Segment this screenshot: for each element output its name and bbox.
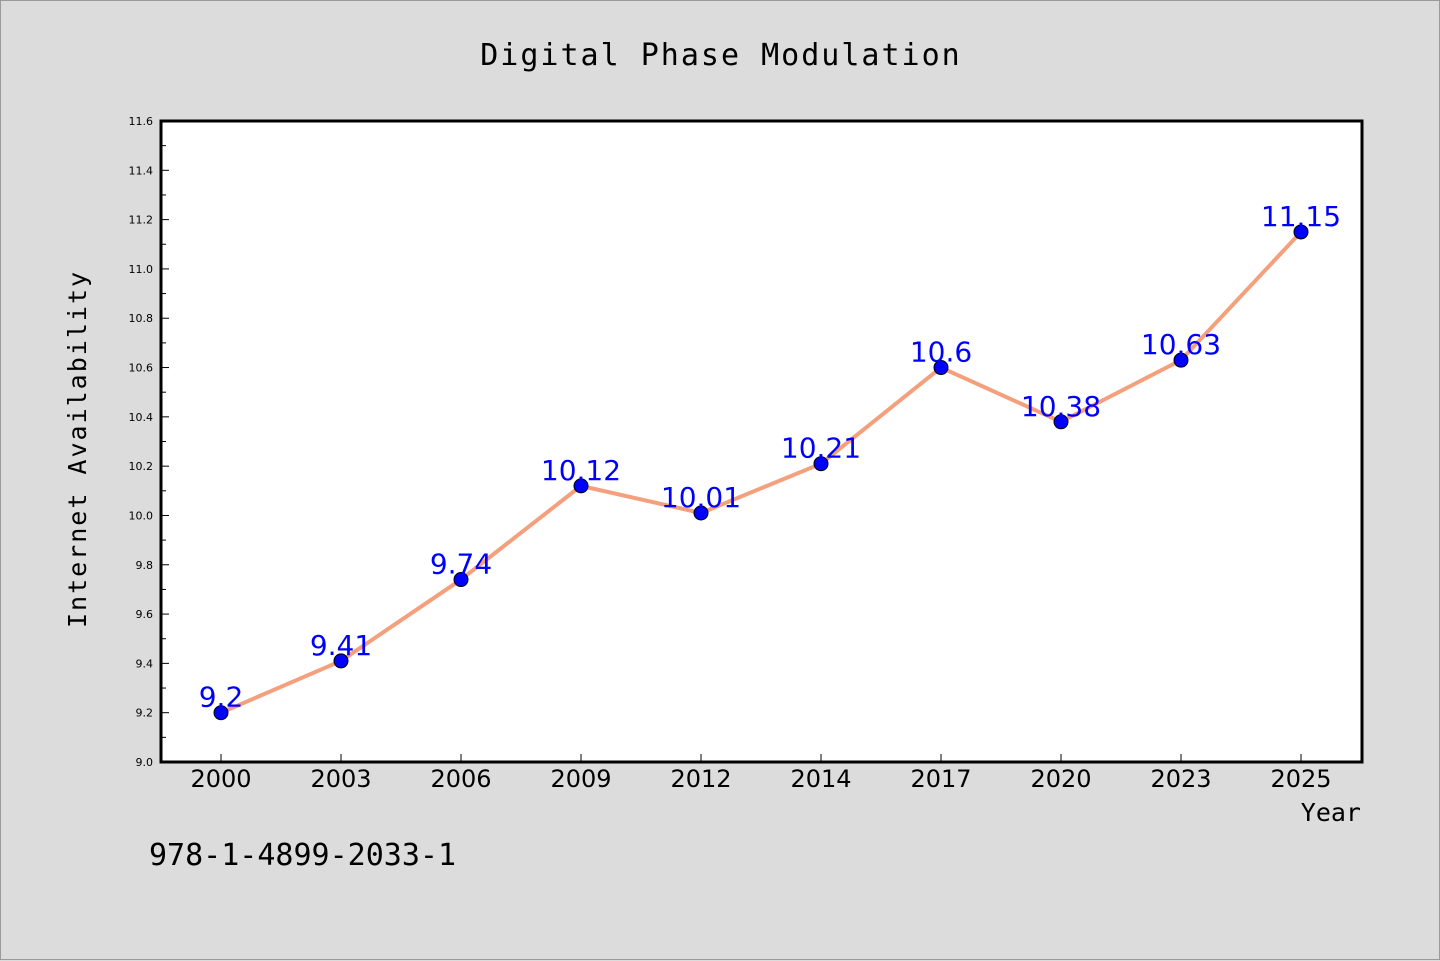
x-tick-label: 2023 bbox=[1150, 765, 1211, 793]
x-tick-label: 2003 bbox=[310, 765, 371, 793]
data-point bbox=[933, 360, 949, 376]
series-layer: 9.2 9.41 9.74 10.12 10.01 10.21 10.6 10.38 10.63… bbox=[199, 200, 1341, 721]
series-line bbox=[220, 230, 1303, 715]
y-tick-label: 11.4 bbox=[129, 164, 154, 177]
chart-annotation: 978-1-4899-2033-1 bbox=[149, 838, 456, 873]
data-label: 10.21 bbox=[781, 432, 861, 465]
y-tick-label: 11.2 bbox=[129, 214, 154, 227]
x-tick-label: 2000 bbox=[190, 765, 251, 793]
x-axis-label: Year bbox=[1301, 798, 1361, 827]
y-axis: 9.0 9.2 9.4 9.6 9.8 10.0 10.2 10.4 10.6 10.8 11.0 1… bbox=[129, 115, 169, 769]
data-point bbox=[1293, 224, 1309, 240]
plot-area bbox=[159, 119, 1364, 764]
y-tick-label: 10.0 bbox=[129, 509, 154, 522]
y-axis-label: Internet Availability bbox=[63, 270, 92, 628]
y-tick-label: 9.2 bbox=[136, 707, 154, 720]
x-tick-label: 2014 bbox=[790, 765, 851, 793]
x-tick-label: 2020 bbox=[1030, 765, 1091, 793]
data-label: 9.2 bbox=[199, 681, 244, 714]
y-tick-label: 9.0 bbox=[136, 756, 154, 769]
data-point bbox=[693, 505, 709, 521]
data-point bbox=[453, 572, 469, 588]
data-label: 9.41 bbox=[310, 629, 372, 662]
x-axis: 2000 2003 2006 2009 2012 2014 2017 2020 2023 2025 bbox=[190, 754, 1332, 793]
x-tick-label: 2017 bbox=[910, 765, 971, 793]
data-label: 10.63 bbox=[1141, 328, 1221, 361]
data-point bbox=[213, 705, 229, 721]
y-tick-label: 11.6 bbox=[129, 115, 154, 128]
x-tick-label: 2006 bbox=[430, 765, 491, 793]
x-tick-label: 2012 bbox=[670, 765, 731, 793]
y-tick-label: 10.8 bbox=[129, 312, 154, 325]
y-tick-label: 9.6 bbox=[136, 608, 154, 621]
data-label: 9.74 bbox=[430, 548, 492, 581]
data-label: 10.38 bbox=[1021, 390, 1101, 423]
data-point bbox=[333, 653, 349, 669]
y-tick-label: 9.8 bbox=[136, 559, 154, 572]
data-point bbox=[1053, 414, 1069, 430]
y-tick-label: 11.0 bbox=[129, 263, 154, 276]
data-point bbox=[1173, 352, 1189, 368]
data-label: 10.6 bbox=[910, 336, 972, 369]
y-tick-label: 9.4 bbox=[136, 657, 154, 670]
data-point bbox=[813, 456, 829, 472]
data-label: 11.15 bbox=[1261, 200, 1341, 233]
data-point bbox=[573, 478, 589, 494]
y-tick-label: 10.4 bbox=[129, 411, 154, 424]
data-label: 10.01 bbox=[661, 481, 741, 514]
y-tick-label: 10.6 bbox=[129, 362, 154, 375]
x-tick-label: 2025 bbox=[1270, 765, 1331, 793]
y-tick-label: 10.2 bbox=[129, 460, 154, 473]
x-tick-label: 2009 bbox=[550, 765, 611, 793]
chart-title: Digital Phase Modulation bbox=[480, 38, 961, 73]
data-label: 10.12 bbox=[541, 454, 621, 487]
